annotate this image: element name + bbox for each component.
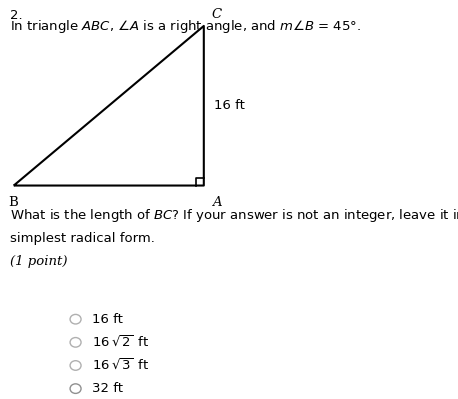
Text: In triangle $\mathit{ABC}$, $\mathit{\angle A}$ is a right angle, and $\mathit{m: In triangle $\mathit{ABC}$, $\mathit{\an… [10,18,361,35]
Text: (1 point): (1 point) [10,255,68,268]
Text: 16$\,\sqrt{2}\,$ ft: 16$\,\sqrt{2}\,$ ft [92,335,149,350]
Text: What is the length of $\mathit{BC}$? If your answer is not an integer, leave it : What is the length of $\mathit{BC}$? If … [10,207,458,225]
Text: simplest radical form.: simplest radical form. [10,232,155,245]
Text: 16 ft: 16 ft [214,99,245,112]
Text: 32 ft: 32 ft [92,382,123,395]
Text: 16 ft: 16 ft [92,313,122,326]
Text: B: B [8,196,18,209]
Text: 16$\,\sqrt{3}\,$ ft: 16$\,\sqrt{3}\,$ ft [92,358,149,373]
Text: 2.: 2. [10,9,23,22]
Text: C: C [212,8,222,21]
Text: A: A [212,196,222,209]
